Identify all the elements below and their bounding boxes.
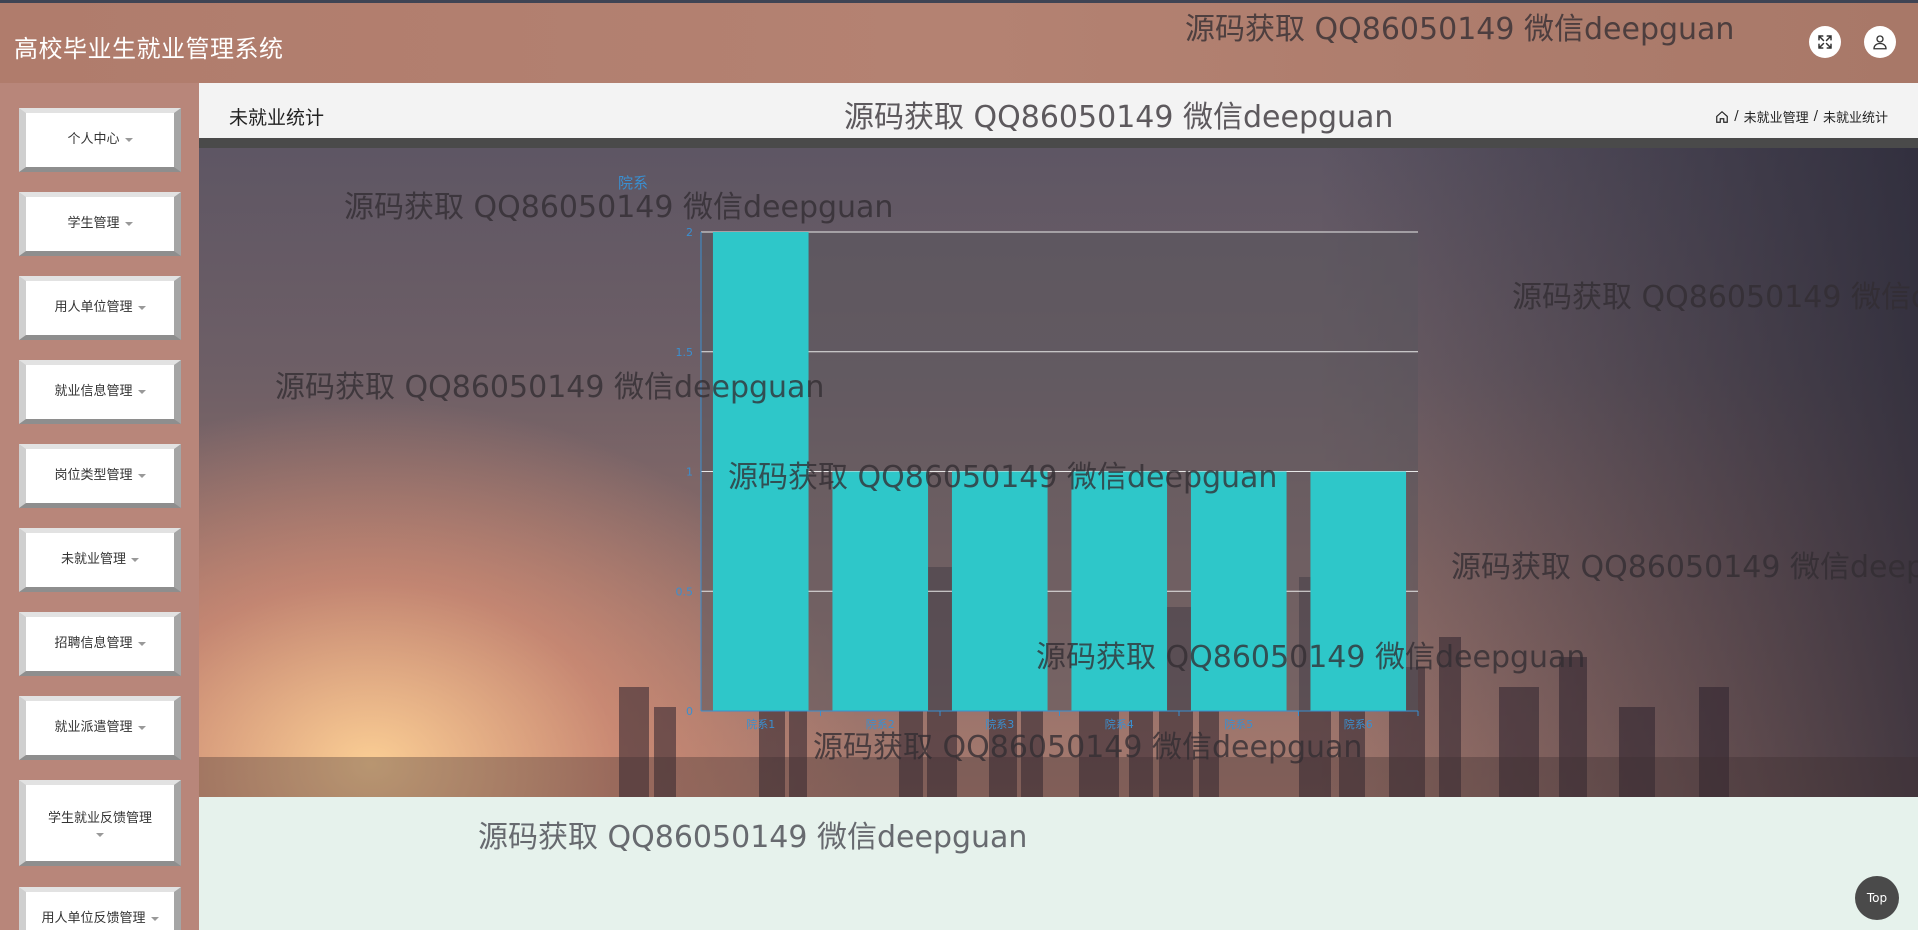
sidebar-item-student-feedback[interactable]: 学生就业反馈管理 xyxy=(19,780,181,866)
top-header: 高校毕业生就业管理系统 xyxy=(0,0,1918,83)
caret-down-icon xyxy=(137,642,146,646)
caret-down-icon xyxy=(124,138,133,142)
sidebar-item-label: 就业信息管理 xyxy=(54,384,133,399)
x-tick-label: 院系4 xyxy=(1105,717,1134,731)
sidebar-item-label: 招聘信息管理 xyxy=(54,636,133,651)
x-tick-label: 院系6 xyxy=(1344,717,1373,731)
sidebar-item-label: 用人单位反馈管理 xyxy=(41,911,146,926)
sidebar-item-employers[interactable]: 用人单位管理 xyxy=(19,276,181,340)
sidebar-item-employer-feedback[interactable]: 用人单位反馈管理 xyxy=(19,887,181,930)
bar-chart: 0 0.5 1 1.5 2 院系1 院系2 院系3 院系4 院系5 院系6 院系 xyxy=(618,174,1419,731)
sidebar-item-label: 学生管理 xyxy=(67,216,120,231)
sidebar-item-label: 用人单位管理 xyxy=(54,300,133,315)
breadcrumb-item[interactable]: 未就业管理 xyxy=(1743,111,1809,126)
home-icon[interactable] xyxy=(1715,110,1729,124)
y-tick-label: 1 xyxy=(686,466,693,479)
bar[interactable] xyxy=(712,232,809,711)
sidebar-item-unemployed[interactable]: 未就业管理 xyxy=(19,528,181,592)
breadcrumb-separator: / xyxy=(1813,109,1818,124)
sidebar-item-dispatch[interactable]: 就业派遣管理 xyxy=(19,696,181,760)
chart-legend[interactable]: 院系 xyxy=(618,174,648,192)
caret-down-icon xyxy=(131,558,139,562)
sidebar: 个人中心 学生管理 用人单位管理 就业信息管理 岗位类型管理 未就业管理 招聘信… xyxy=(0,83,199,930)
sidebar-item-label: 学生就业反馈管理 xyxy=(47,811,152,826)
sidebar-item-recruitment[interactable]: 招聘信息管理 xyxy=(19,612,181,676)
bottom-area xyxy=(199,797,1918,930)
x-tick-label: 院系3 xyxy=(985,717,1014,731)
page-title: 未就业统计 xyxy=(229,107,325,129)
sidebar-item-job-types[interactable]: 岗位类型管理 xyxy=(19,444,181,508)
sidebar-item-label: 个人中心 xyxy=(67,132,120,147)
caret-down-icon xyxy=(137,726,146,730)
fullscreen-button[interactable] xyxy=(1809,26,1841,58)
bar[interactable] xyxy=(951,471,1048,712)
user-button[interactable] xyxy=(1864,26,1896,58)
expand-icon xyxy=(1818,35,1832,49)
chart-panel: 0 0.5 1 1.5 2 院系1 院系2 院系3 院系4 院系5 院系6 院系 xyxy=(199,148,1918,797)
app-title: 高校毕业生就业管理系统 xyxy=(14,35,284,63)
sidebar-item-label: 岗位类型管理 xyxy=(54,468,133,483)
caret-down-icon xyxy=(137,474,146,478)
sidebar-item-students[interactable]: 学生管理 xyxy=(19,192,181,256)
sidebar-item-personal-center[interactable]: 个人中心 xyxy=(19,108,181,172)
y-tick-label: 0.5 xyxy=(676,585,694,598)
caret-down-icon xyxy=(95,833,104,837)
breadcrumb-bar: 未就业统计 / 未就业管理 / 未就业统计 xyxy=(199,83,1918,138)
y-tick-label: 2 xyxy=(686,226,693,239)
user-icon xyxy=(1873,35,1887,50)
sidebar-item-employment-info[interactable]: 就业信息管理 xyxy=(19,360,181,424)
x-tick-label: 院系1 xyxy=(746,717,775,731)
x-tick-label: 院系2 xyxy=(866,717,895,731)
breadcrumb-item: 未就业统计 xyxy=(1822,111,1888,126)
x-tick-label: 院系5 xyxy=(1224,717,1253,731)
caret-down-icon xyxy=(137,390,146,394)
bar[interactable] xyxy=(1190,471,1287,712)
y-tick-label: 1.5 xyxy=(676,346,694,359)
sidebar-item-label: 未就业管理 xyxy=(60,552,126,567)
y-tick-label: 0 xyxy=(686,705,693,718)
bar[interactable] xyxy=(832,471,929,712)
bar[interactable] xyxy=(1071,471,1168,712)
breadcrumb: / 未就业管理 / 未就业统计 xyxy=(1715,107,1888,126)
breadcrumb-separator: / xyxy=(1734,109,1739,124)
back-to-top-button[interactable]: Top xyxy=(1855,876,1899,920)
divider-strip xyxy=(199,138,1918,148)
caret-down-icon xyxy=(124,222,133,226)
sidebar-item-label: 就业派遣管理 xyxy=(54,720,133,735)
bar[interactable] xyxy=(1310,471,1407,712)
caret-down-icon xyxy=(150,917,159,921)
caret-down-icon xyxy=(137,306,146,310)
